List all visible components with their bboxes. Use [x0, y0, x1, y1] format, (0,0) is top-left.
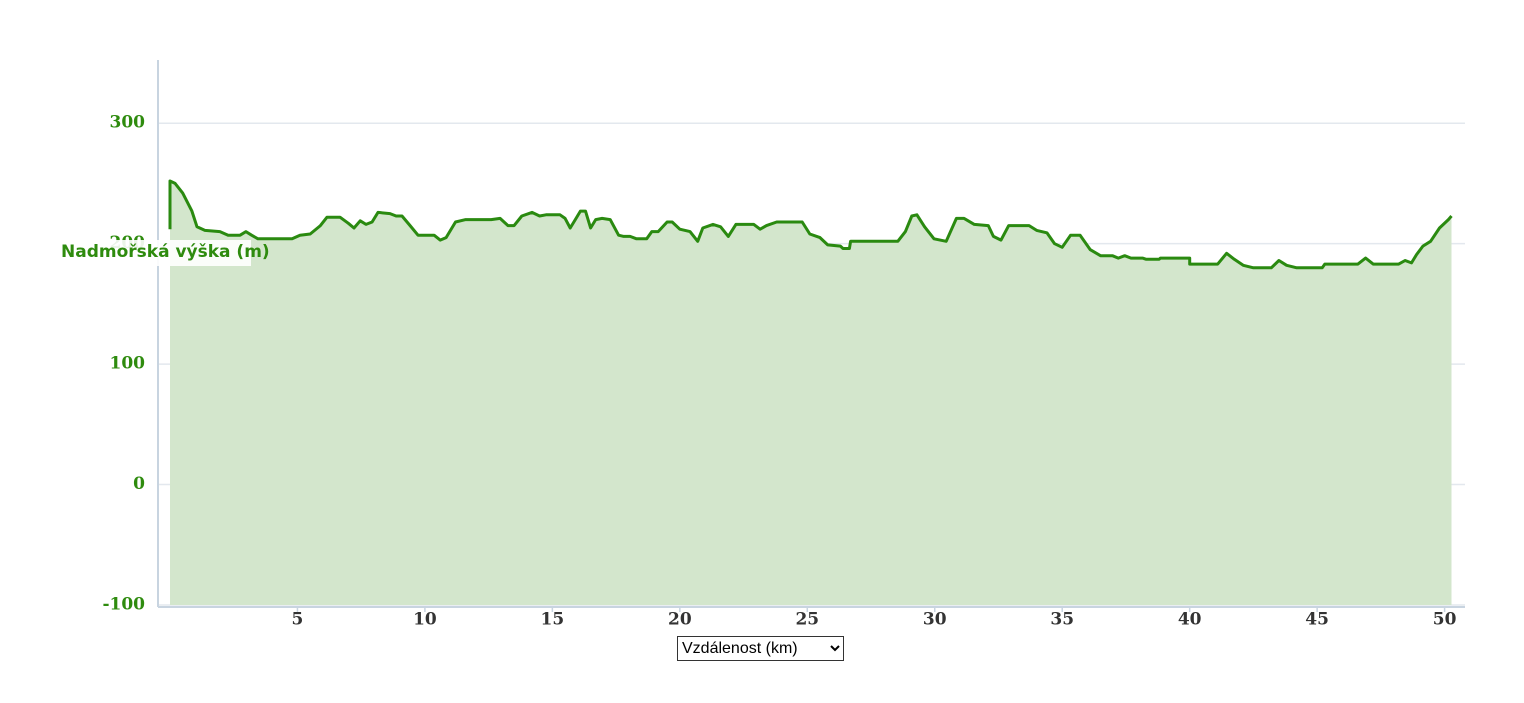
ticks: -10001002003005101520253035404550	[102, 113, 1456, 630]
y-axis-title: Nadmořská výška (m)	[61, 242, 270, 262]
x-tick-label: 35	[1050, 610, 1074, 630]
x-tick-label: 10	[413, 610, 437, 630]
y-tick-label: 300	[110, 113, 146, 133]
plot-area	[168, 179, 1453, 605]
x-tick-label: 50	[1433, 610, 1457, 630]
x-tick-label: 25	[795, 610, 819, 630]
y-title-background	[58, 240, 251, 266]
area-fill	[170, 181, 1452, 605]
y-tick-label: 0	[133, 474, 145, 494]
x-tick-label: 40	[1178, 610, 1202, 630]
x-tick-label: 5	[292, 610, 304, 630]
x-tick-label: 45	[1305, 610, 1329, 630]
x-tick-label: 15	[541, 610, 565, 630]
x-axis-select[interactable]: Vzdálenost (km)	[677, 636, 844, 661]
y-tick-label: 100	[110, 354, 146, 374]
x-tick-label: 20	[668, 610, 692, 630]
y-tick-label: -100	[102, 595, 145, 615]
x-tick-label: 30	[923, 610, 947, 630]
elevation-line	[168, 179, 1453, 270]
